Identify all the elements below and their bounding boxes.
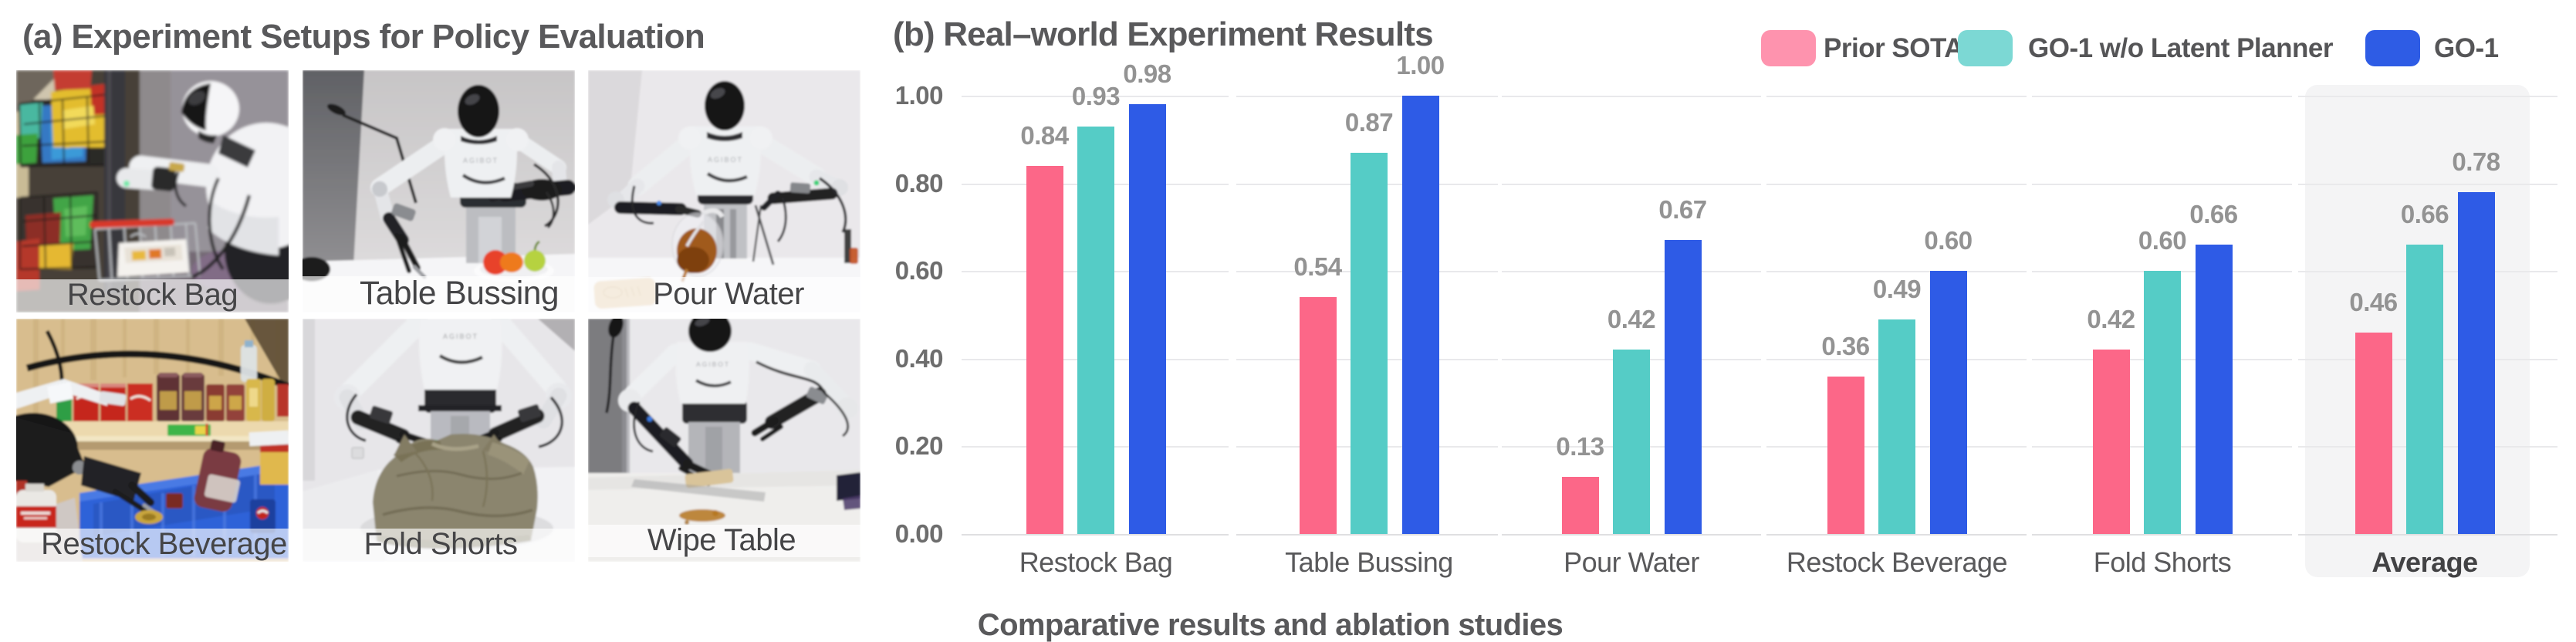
svg-text:AGIBOT: AGIBOT bbox=[442, 333, 478, 340]
svg-text:AGIBOT: AGIBOT bbox=[462, 157, 498, 164]
svg-text:AGIBOT: AGIBOT bbox=[707, 156, 742, 164]
svg-text:AGIBOT: AGIBOT bbox=[695, 360, 729, 368]
